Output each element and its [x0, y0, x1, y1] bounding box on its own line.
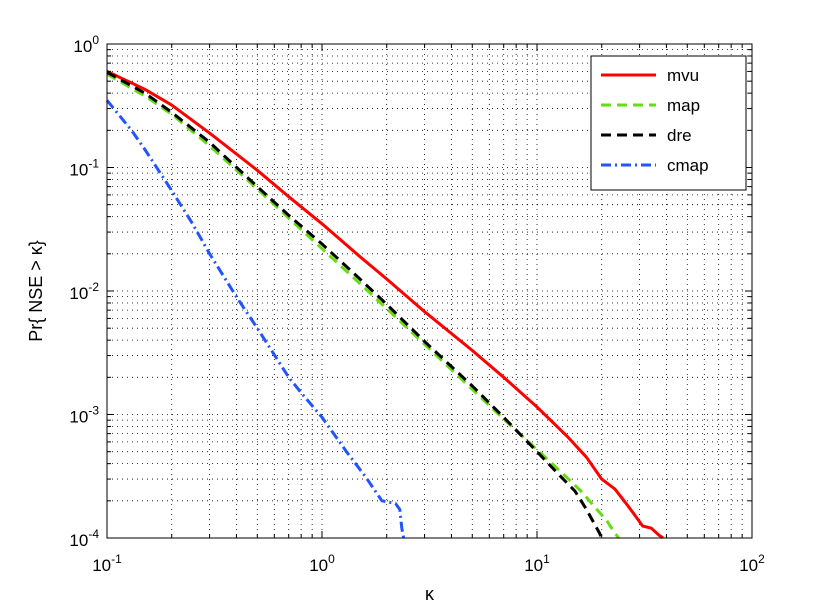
x-tick-label: 102 — [739, 552, 765, 575]
y-tick-label: 100 — [73, 33, 99, 56]
series-layer — [105, 70, 664, 540]
ticks — [106, 43, 753, 539]
legend-label-cmap: cmap — [667, 156, 709, 175]
tick-labels: 10-1 100 101 102 10-4 10-3 10-2 10-1 100 — [69, 33, 765, 575]
series-line-map — [106, 72, 620, 539]
y-tick-label: 10-1 — [69, 157, 99, 180]
x-tick-label: 10-1 — [92, 552, 122, 575]
y-tick-label: 10-2 — [69, 280, 99, 303]
legend: mvu map dre cmap — [590, 55, 747, 191]
x-axis-label: κ — [425, 584, 435, 604]
series-line-mvu — [106, 70, 664, 540]
y-tick-label: 10-3 — [69, 404, 99, 427]
x-tick-label: 101 — [524, 552, 550, 575]
series-line-dre — [106, 70, 604, 539]
legend-label-dre: dre — [667, 126, 692, 145]
series-line-cmap — [105, 99, 406, 539]
legend-label-map: map — [667, 96, 700, 115]
legend-label-mvu: mvu — [667, 66, 699, 85]
legend-box — [590, 55, 747, 191]
x-tick-label: 100 — [309, 552, 335, 575]
y-axis-label: Pr{ NSE > κ} — [26, 240, 46, 342]
y-tick-label: 10-4 — [69, 527, 99, 550]
